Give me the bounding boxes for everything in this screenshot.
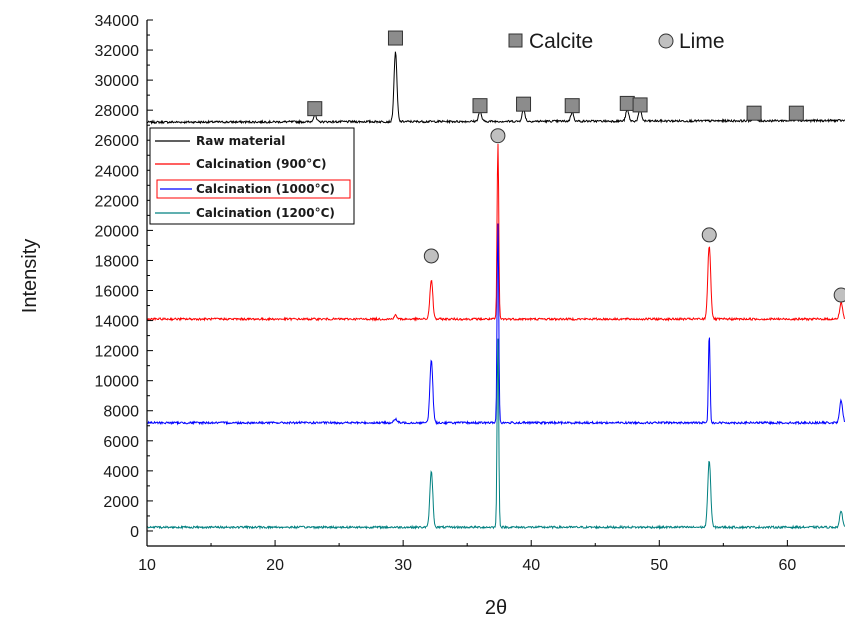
y-tick-label: 16000 bbox=[95, 284, 140, 301]
calcite-marker bbox=[788, 105, 804, 121]
axes-group: 0 2000 4000 6000 8000 10000 12000 14000 16000 180… bbox=[95, 13, 845, 574]
x-tick-label: 20 bbox=[266, 557, 284, 574]
x-tick-label: 60 bbox=[778, 557, 796, 574]
marker-legend: Calcite Lime bbox=[508, 30, 725, 53]
y-tick-label: 0 bbox=[130, 524, 139, 541]
y-axis-title: Intensity bbox=[19, 239, 41, 313]
y-tick-label: 26000 bbox=[95, 133, 140, 150]
calcite-marker bbox=[746, 105, 762, 121]
y-tick-label: 32000 bbox=[95, 43, 140, 60]
lime-marker bbox=[423, 248, 439, 264]
calcite-marker bbox=[516, 96, 532, 112]
y-tick-label: 22000 bbox=[95, 193, 140, 210]
legend-label-1200: Calcination (1200°C) bbox=[196, 206, 335, 220]
y-tick-label: 8000 bbox=[103, 404, 139, 421]
lime-marker bbox=[701, 227, 717, 243]
legend-label-900: Calcination (900°C) bbox=[196, 157, 327, 171]
lime-legend-label: Lime bbox=[679, 30, 725, 53]
y-tick-label: 6000 bbox=[103, 434, 139, 451]
calcite-marker bbox=[307, 101, 323, 117]
series-line-0 bbox=[146, 51, 845, 125]
lime-marker bbox=[490, 128, 506, 144]
calcite-marker bbox=[387, 30, 403, 46]
x-tick-label: 10 bbox=[138, 557, 156, 574]
y-tick-label: 24000 bbox=[95, 163, 140, 180]
calcite-marker bbox=[619, 95, 635, 111]
series-legend: Raw material Calcination (900°C) Calcina… bbox=[149, 127, 355, 225]
y-tick-label: 30000 bbox=[95, 73, 140, 90]
lime-legend-circle-icon bbox=[658, 33, 674, 49]
calcite-legend-label: Calcite bbox=[529, 30, 593, 53]
calcite-marker bbox=[564, 98, 580, 114]
series-legend-box bbox=[149, 127, 355, 225]
y-tick-label: 10000 bbox=[95, 374, 140, 391]
y-tick-label: 2000 bbox=[103, 494, 139, 511]
series-line-2 bbox=[146, 223, 845, 426]
lime-marker bbox=[833, 287, 845, 303]
legend-label-raw-material: Raw material bbox=[196, 134, 285, 148]
calcite-legend-square-icon bbox=[508, 33, 523, 48]
calcite-marker bbox=[632, 97, 648, 113]
y-tick-label: 28000 bbox=[95, 103, 140, 120]
y-tick-label: 4000 bbox=[103, 464, 139, 481]
x-tick-label: 40 bbox=[522, 557, 540, 574]
series-line-1 bbox=[146, 143, 845, 322]
series-line-3 bbox=[146, 338, 845, 531]
plot-series-group bbox=[146, 51, 845, 531]
legend-highlight-1000 bbox=[156, 179, 351, 199]
y-tick-label: 34000 bbox=[95, 13, 140, 30]
x-tick-label: 50 bbox=[650, 557, 668, 574]
y-tick-label: 12000 bbox=[95, 344, 140, 361]
phase-markers-group bbox=[307, 30, 845, 303]
y-tick-label: 20000 bbox=[95, 223, 140, 240]
legend-label-1000: Calcination (1000°C) bbox=[196, 182, 335, 196]
calcite-marker bbox=[472, 98, 488, 114]
y-tick-label: 14000 bbox=[95, 314, 140, 331]
x-axis-title: 2θ bbox=[485, 597, 507, 619]
x-tick-label: 30 bbox=[394, 557, 412, 574]
y-tick-label: 18000 bbox=[95, 253, 140, 270]
